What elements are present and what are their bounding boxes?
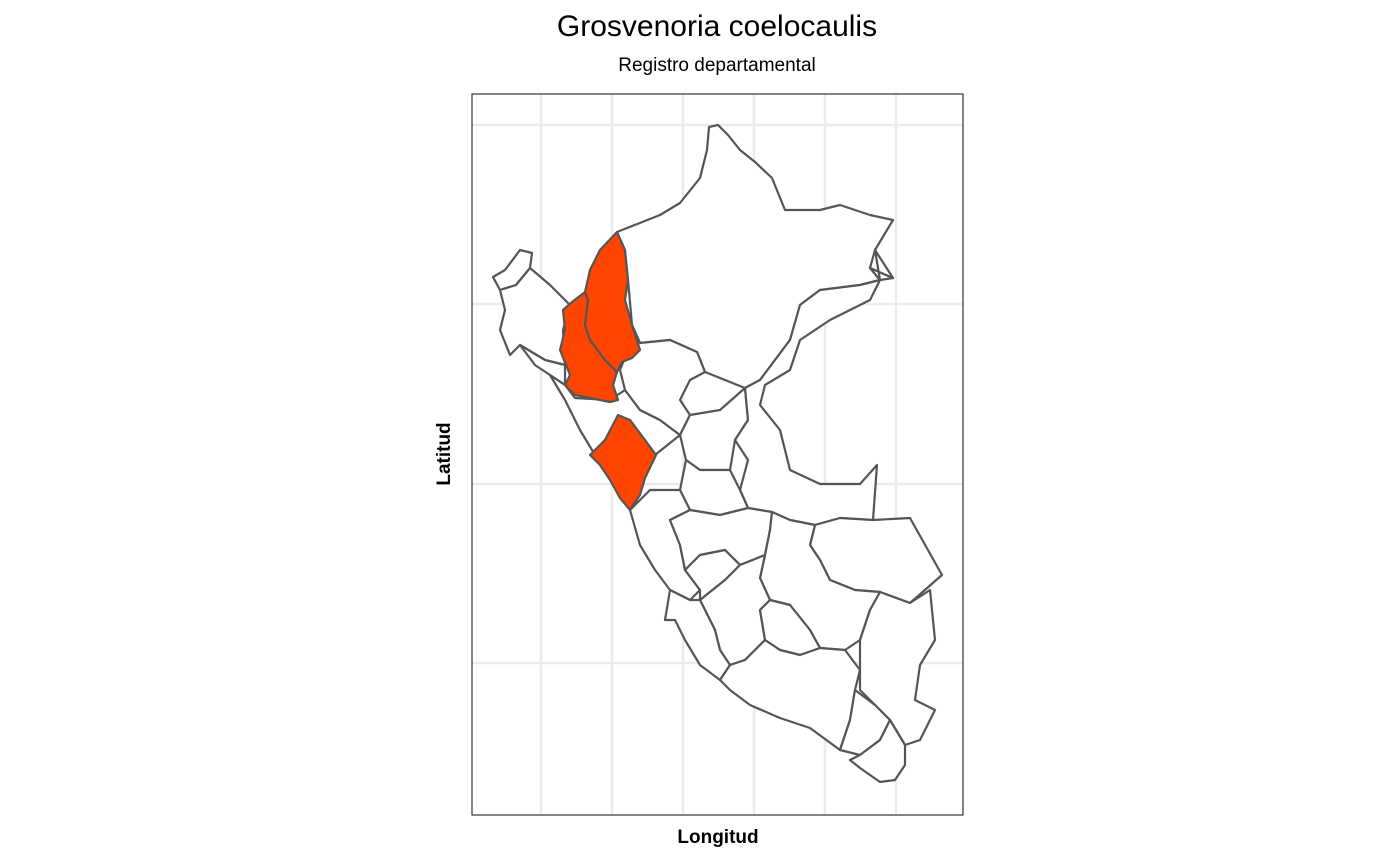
department-ancash	[588, 413, 658, 512]
map-subtitle: Registro departamental	[618, 55, 816, 76]
map-panel-border	[471, 93, 964, 816]
map-title: Grosvenoria coelocaulis	[556, 10, 878, 43]
department-puno	[858, 588, 937, 747]
x-axis-label: Longitud	[677, 827, 759, 848]
department-tacna	[848, 718, 907, 784]
department-huanuco	[678, 386, 750, 472]
department-polygons	[491, 123, 944, 784]
department-amazonas	[583, 230, 642, 374]
